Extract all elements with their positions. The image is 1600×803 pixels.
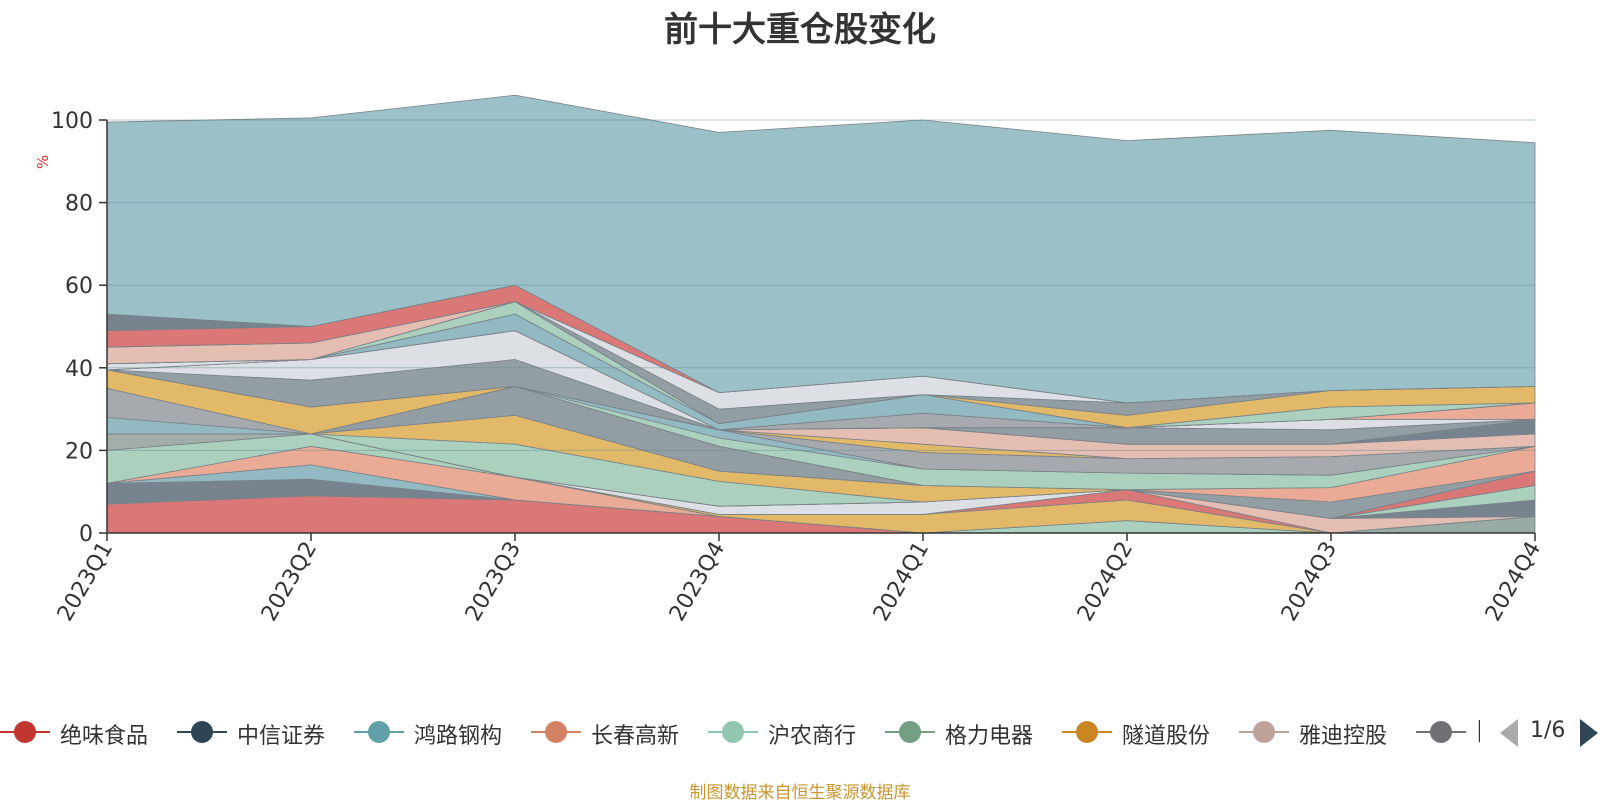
x-tick-label: 2024Q2 <box>1073 538 1138 626</box>
y-axis-label: % <box>34 155 52 169</box>
x-tick-label: 2024Q4 <box>1481 538 1546 626</box>
legend-label: 中信证券 <box>237 724 326 749</box>
y-tick-label: 0 <box>79 522 93 547</box>
area-layer <box>106 94 1536 534</box>
x-tick-label: 2023Q4 <box>665 538 730 626</box>
legend-label: 鸿路钢构 <box>414 724 503 749</box>
legend-dot-icon <box>14 721 36 743</box>
legend-dot-icon <box>1076 721 1098 743</box>
y-tick-label: 20 <box>65 439 93 464</box>
area-series-其他 <box>106 94 1536 404</box>
legend-dot-icon <box>1253 721 1275 743</box>
y-tick-label: 60 <box>65 274 93 299</box>
legend-next-page-icon[interactable] <box>1580 719 1598 747</box>
legend-dot-icon <box>1430 721 1452 743</box>
y-tick-label: 100 <box>51 109 93 134</box>
legend-label: 沪农商行 <box>768 724 857 749</box>
legend-dot-icon <box>722 721 744 743</box>
legend-label: 隧道股份 <box>1122 724 1211 749</box>
chart-title: 前十大重仓股变化 <box>664 10 936 50</box>
legend-items: 绝味食品 中信证券 鸿路钢构 长春高新 沪农商行 格力电器 隧道股份 雅迪控股 | <box>0 712 1480 752</box>
legend-label: 绝味食品 <box>60 724 149 749</box>
legend-page-indicator: 1/6 <box>1530 718 1566 743</box>
legend-label: 格力电器 <box>945 724 1034 749</box>
legend-label: 长春高新 <box>591 724 680 749</box>
legend-dot-icon <box>545 721 567 743</box>
legend-dot-icon <box>368 721 390 743</box>
grid-layer <box>107 119 1535 451</box>
x-tick-label: 2023Q1 <box>53 538 118 626</box>
x-tick-label: 2023Q2 <box>257 538 322 626</box>
legend: 绝味食品 中信证券 鸿路钢构 长春高新 沪农商行 格力电器 隧道股份 雅迪控股 | 1/6 <box>0 712 1600 752</box>
legend-dot-icon <box>899 721 921 743</box>
x-tick-label: 2023Q3 <box>461 538 526 626</box>
y-tick-label: 80 <box>65 192 93 217</box>
legend-dot-icon <box>191 721 213 743</box>
x-tick-label: 2024Q1 <box>869 538 934 626</box>
source-note: 制图数据来自恒生聚源数据库 <box>689 783 911 803</box>
legend-prev-page-icon[interactable] <box>1500 719 1518 747</box>
x-tick-label: 2024Q3 <box>1277 538 1342 626</box>
legend-label: | <box>1476 718 1480 743</box>
legend-label: 雅迪控股 <box>1299 724 1388 749</box>
y-tick-label: 40 <box>65 357 93 382</box>
